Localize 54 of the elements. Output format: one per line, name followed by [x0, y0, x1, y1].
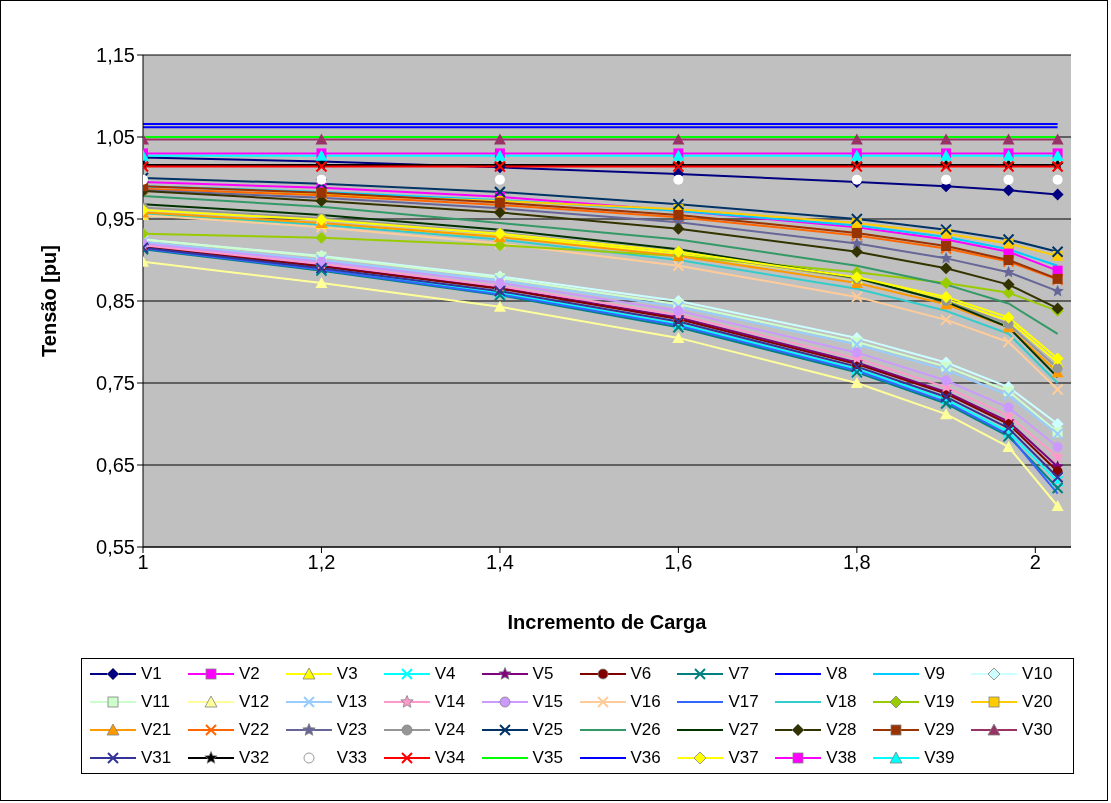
x-tick-label: 1,8 [842, 551, 871, 574]
y-tick-label: 1,05 [96, 126, 135, 149]
legend-label: V30 [1022, 720, 1053, 740]
legend-label: V29 [924, 720, 955, 740]
legend-label: V9 [924, 664, 945, 684]
legend-label: V37 [728, 748, 759, 768]
legend-label: V10 [1022, 664, 1053, 684]
legend-label: V13 [336, 692, 368, 712]
legend-label: V17 [728, 692, 759, 712]
y-tick-label: 1,15 [96, 44, 135, 67]
legend-label: V25 [532, 720, 563, 740]
legend-label: V2 [238, 664, 260, 684]
y-tick-label: 0,65 [96, 454, 135, 477]
legend-label: V26 [630, 720, 661, 740]
x-tick-label: 1,6 [664, 551, 693, 574]
x-tick-label: 1 [137, 551, 149, 574]
legend-label: V15 [532, 692, 563, 712]
legend-label: V4 [434, 664, 456, 684]
legend-label: V21 [141, 720, 172, 740]
y-tick-label: 0,75 [96, 372, 135, 395]
legend-label: V33 [336, 748, 368, 768]
x-tick-label: 1,2 [307, 551, 336, 574]
x-tick-label: 2 [1029, 551, 1041, 574]
y-tick-label: 0,55 [96, 536, 135, 559]
legend-label: V38 [826, 748, 857, 768]
legend-label: V24 [434, 720, 465, 740]
legend-label: V5 [532, 664, 554, 684]
legend-label: V8 [826, 664, 848, 684]
y-axis-title: Tensão [pu] [38, 245, 61, 357]
legend-label: V31 [141, 748, 172, 768]
x-axis-title: Incremento de Carga [507, 611, 708, 633]
legend-label: V11 [141, 692, 170, 712]
legend-label: V12 [238, 692, 270, 712]
legend-label: V28 [826, 720, 857, 740]
x-tick-label: 1,4 [486, 551, 514, 574]
legend-label: V39 [924, 748, 955, 768]
y-tick-label: 0,85 [96, 290, 135, 313]
legend-label: V34 [434, 748, 465, 768]
legend-label: V1 [141, 664, 162, 684]
legend-label: V7 [728, 664, 750, 684]
legend-label: V36 [630, 748, 661, 768]
legend-label: V20 [1022, 692, 1053, 712]
y-tick-label: 0,95 [96, 208, 135, 231]
legend-label: V19 [924, 692, 955, 712]
legend-label: V27 [728, 720, 759, 740]
legend-label: V16 [630, 692, 661, 712]
legend-label: V22 [238, 720, 270, 740]
legend-label: V18 [826, 692, 857, 712]
legend-label: V23 [336, 720, 368, 740]
legend-label: V3 [336, 664, 358, 684]
legend-label: V35 [532, 748, 563, 768]
legend-label: V14 [434, 692, 465, 712]
legend-label: V6 [630, 664, 652, 684]
legend-label: V32 [238, 748, 270, 768]
